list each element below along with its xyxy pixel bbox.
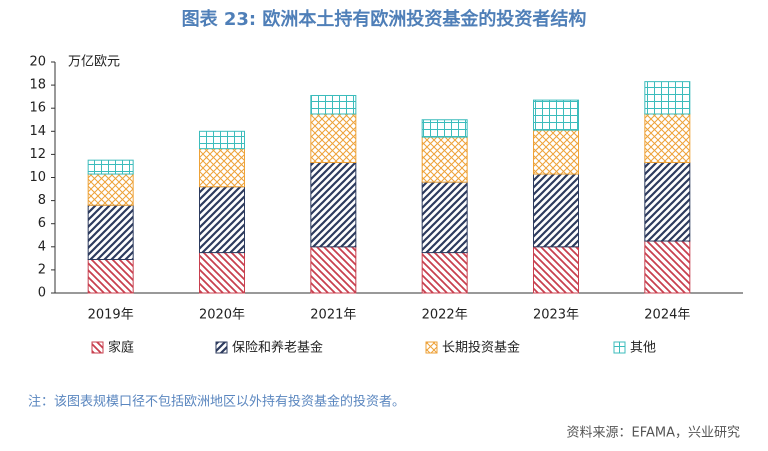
bar-segment — [421, 181, 468, 254]
legend-swatch — [613, 341, 626, 354]
x-tick-label: 2024年 — [644, 308, 690, 323]
bar-segment — [87, 204, 134, 261]
bar-segment — [199, 186, 245, 254]
legend-label: 长期投资基金 — [442, 340, 520, 356]
y-tick-label: 12 — [29, 147, 46, 162]
y-tick-label: 4 — [38, 239, 46, 254]
bar-segment — [533, 173, 579, 248]
bar-segment — [199, 148, 245, 188]
bar-segment — [533, 129, 579, 175]
legend-label: 保险和养老基金 — [232, 340, 323, 356]
note: 注：该图表规模口径不包括欧洲地区以外持有投资基金的投资者。 — [28, 394, 405, 410]
y-tick-label: 2 — [38, 262, 46, 277]
bar-segment — [199, 252, 245, 294]
y-tick-label: 14 — [29, 124, 46, 139]
bar-segment — [310, 246, 357, 294]
y-tick-label: 16 — [29, 101, 46, 116]
chart-title: 图表 23: 欧洲本土持有欧洲投资基金的投资者结构 — [182, 8, 587, 30]
y-tick-label: 18 — [29, 78, 46, 93]
bar-segment — [421, 119, 468, 138]
x-tick-label: 2023年 — [533, 308, 579, 323]
legend-label: 家庭 — [108, 340, 134, 356]
source: 资料来源：EFAMA，兴业研究 — [566, 426, 740, 441]
legend-swatch — [425, 341, 438, 354]
legend-swatch — [215, 341, 228, 354]
bar-segment — [644, 161, 691, 242]
bar-segment — [533, 246, 579, 294]
bar-segment — [310, 113, 357, 163]
legend-swatch — [91, 341, 104, 354]
bar-segment — [644, 81, 691, 115]
bar-segment — [310, 161, 357, 248]
x-tick-label: 2019年 — [88, 308, 134, 323]
bar-segment — [644, 240, 691, 294]
y-tick-label: 8 — [38, 193, 46, 208]
bar-segment — [533, 99, 579, 131]
x-tick-label: 2022年 — [422, 308, 468, 323]
bar-segment — [87, 159, 134, 175]
legend-label: 其他 — [630, 341, 656, 356]
x-tick-label: 2021年 — [310, 308, 356, 323]
x-tick-label: 2020年 — [199, 308, 245, 323]
bar-segment — [87, 259, 134, 294]
y-axis-label: 万亿欧元 — [68, 55, 120, 70]
bar-segment — [421, 136, 468, 183]
y-tick-label: 10 — [29, 170, 46, 185]
bar-segment — [199, 130, 245, 150]
bar-segment — [87, 173, 134, 206]
bar-segment — [310, 94, 357, 115]
y-tick-label: 20 — [29, 55, 46, 70]
bar-segment — [421, 252, 468, 294]
bar-segment — [644, 113, 691, 163]
y-tick-label: 6 — [38, 216, 46, 231]
y-tick-label: 0 — [38, 286, 46, 301]
